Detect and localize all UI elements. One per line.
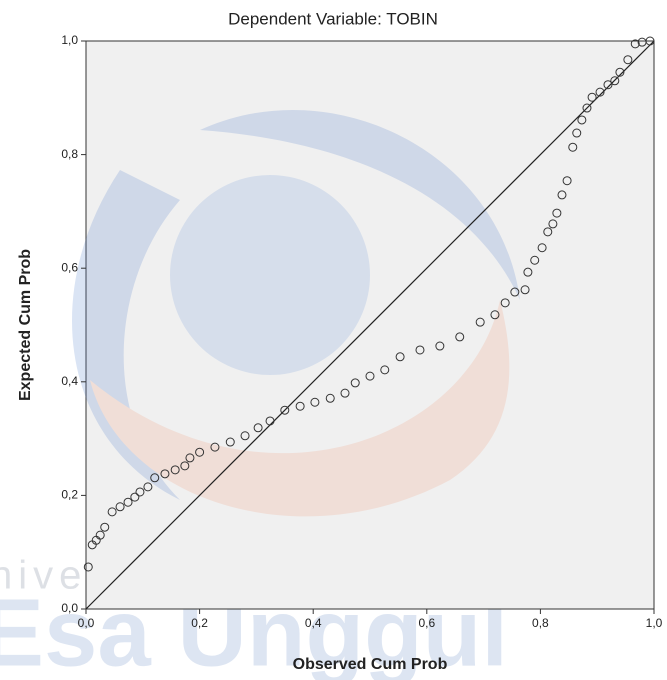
chart: niversitas Esa Unggul Dependent Variable… xyxy=(0,0,667,680)
x-tick-label: 1,0 xyxy=(646,616,663,630)
x-tick-label: 0,0 xyxy=(78,616,95,630)
y-axis-label: Expected Cum Prob xyxy=(17,249,34,401)
x-tick-label: 0,2 xyxy=(191,616,208,630)
x-tick-label: 0,4 xyxy=(305,616,322,630)
y-tick-label: 0,2 xyxy=(61,488,78,502)
y-tick-label: 0,0 xyxy=(61,601,78,615)
x-axis-label: Observed Cum Prob xyxy=(293,656,448,673)
y-tick-label: 1,0 xyxy=(61,33,78,47)
y-tick-label: 0,8 xyxy=(61,147,78,161)
x-tick-label: 0,6 xyxy=(418,616,435,630)
chart-title: Dependent Variable: TOBIN xyxy=(228,9,438,28)
x-tick-label: 0,8 xyxy=(532,616,549,630)
y-tick-label: 0,6 xyxy=(61,260,78,274)
y-tick-label: 0,4 xyxy=(61,374,78,388)
